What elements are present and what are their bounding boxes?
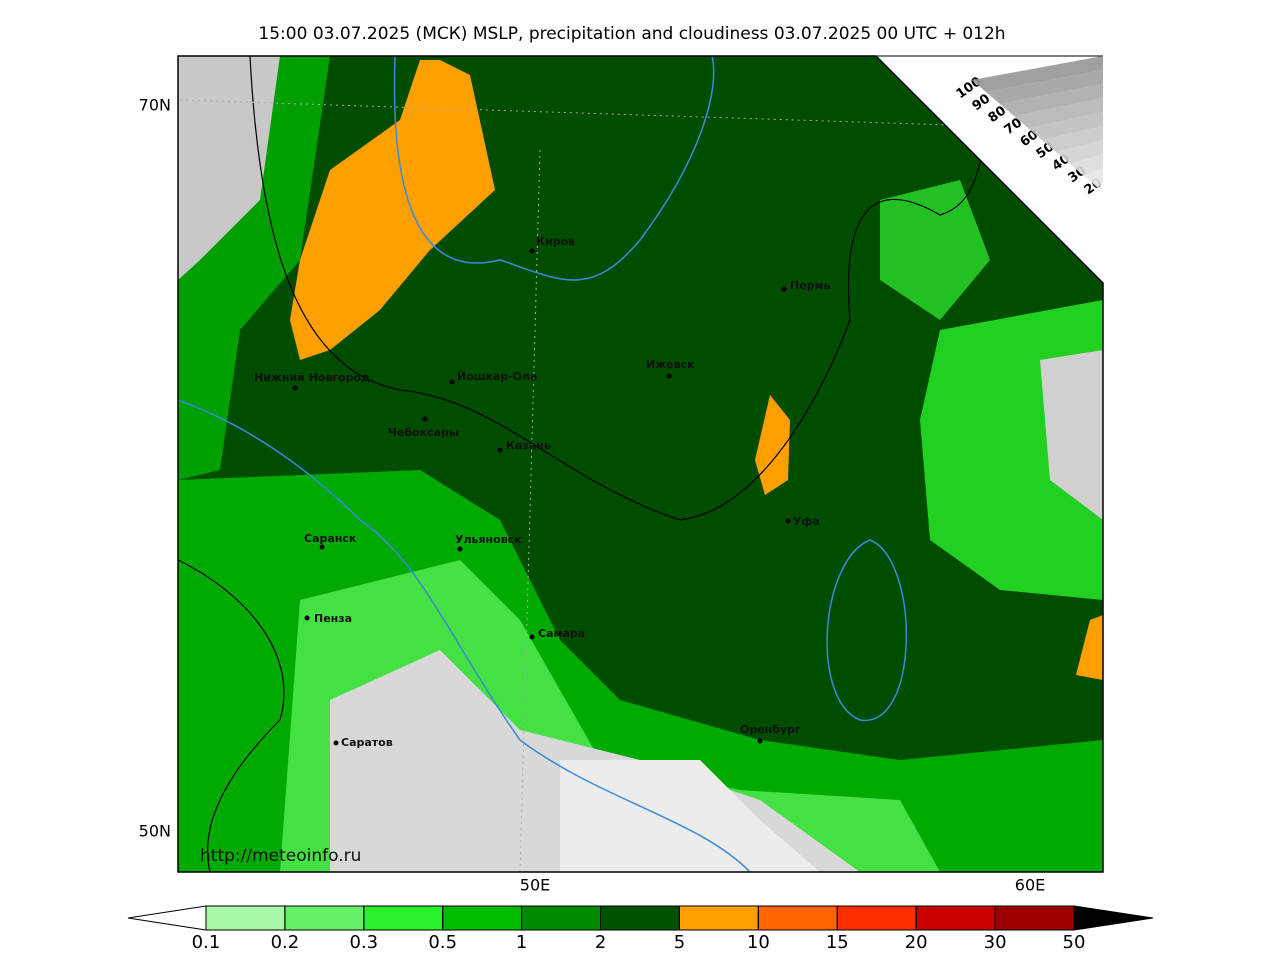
city-label: Чебоксары [388, 426, 459, 439]
cloud-field [560, 760, 820, 872]
colorbar-extend [127, 905, 207, 931]
colorbar-label: 0.1 [192, 932, 221, 953]
cloud-scale-band [986, 70, 1103, 104]
cloud-scale-band [1070, 154, 1103, 176]
city-label: Йошкар-Ола [457, 370, 538, 383]
city-label: Ульяновск [455, 533, 522, 546]
colorbar-segment [994, 905, 1075, 931]
city-dot [497, 447, 503, 453]
cloud-scale-band [1084, 168, 1103, 188]
city-dot [319, 544, 325, 550]
city-dot [529, 248, 535, 254]
colorbar-segment [521, 905, 602, 931]
isobar [826, 539, 908, 721]
colorbar-segment [757, 905, 838, 931]
map-frame [177, 55, 1104, 873]
colorbar-label: 10 [747, 932, 770, 953]
colorbar-label: 1 [516, 932, 527, 953]
lon-label: 60E [1015, 876, 1045, 895]
colorbar-label: 0.2 [271, 932, 300, 953]
isobar [178, 559, 285, 872]
city-dot [333, 740, 339, 746]
colorbar-segment [915, 905, 996, 931]
colorbar-segment [678, 905, 759, 931]
colorbar-segment [205, 905, 286, 931]
isobar [393, 56, 715, 281]
lat-label: 50N [139, 822, 171, 841]
colorbar-label: 0.5 [428, 932, 457, 953]
dynamic-layer: Киров Пермь Нижний Новгород Йошкар-Ола Ижевс… [192, 56, 1105, 953]
city-dot [422, 416, 428, 422]
cloud-scale-band [1028, 112, 1103, 140]
city-dot [757, 738, 763, 744]
city-dot [666, 373, 672, 379]
city-label: Киров [536, 235, 575, 248]
colorbar-label: 0.3 [349, 932, 378, 953]
cloud-scale-band [1000, 84, 1103, 116]
city-label: Самара [538, 627, 585, 640]
lon-label: 50E [520, 876, 550, 895]
colorbar-label: 5 [674, 932, 685, 953]
city-dot [292, 385, 298, 391]
cloud-scale-band [1014, 98, 1103, 128]
title: 15:00 03.07.2025 (МСК) MSLP, precipitati… [258, 24, 1005, 44]
map-area [178, 56, 1103, 872]
precip-orange [290, 60, 495, 360]
colorbar-label: 50 [1063, 932, 1086, 953]
isobar [178, 399, 751, 872]
city-dot [529, 634, 535, 640]
cloud-scale-band [972, 56, 1103, 92]
cloud-field [1040, 350, 1103, 520]
colorbar-label: 20 [905, 932, 928, 953]
isobar [249, 56, 1001, 521]
city-dot [449, 379, 455, 385]
city-label: Оренбург [740, 723, 801, 736]
colorbar-extend [1073, 905, 1154, 931]
city-label: Нижний Новгород [254, 371, 370, 384]
colorbar-segment [363, 905, 444, 931]
city-dot [785, 518, 791, 524]
precip-field [880, 180, 990, 320]
city-label: Ижевск [646, 358, 695, 371]
colorbar-label: 30 [984, 932, 1007, 953]
city-dot [781, 286, 787, 292]
colorbar-segment [284, 905, 365, 931]
precip-orange [1076, 615, 1103, 680]
colorbar-segment [442, 905, 523, 931]
meridian [519, 149, 541, 872]
city-label: Саранск [304, 532, 357, 545]
colorbar-segment [600, 905, 680, 931]
colorbar-label: 2 [595, 932, 606, 953]
city-label: Казань [506, 439, 551, 452]
watermark: http://meteoinfo.ru [200, 846, 361, 866]
colorbar-segment [836, 905, 917, 931]
city-dot [304, 615, 310, 621]
city-label: Пенза [314, 612, 352, 625]
cloud-scale-band [1042, 126, 1103, 152]
lat-label: 70N [139, 96, 171, 115]
city-label: Саратов [341, 736, 393, 749]
cloud-scale-band [1056, 140, 1103, 164]
city-label: Пермь [790, 279, 831, 292]
city-label: Уфа [793, 515, 820, 528]
city-dot [457, 546, 463, 552]
colorbar-label: 15 [826, 932, 849, 953]
